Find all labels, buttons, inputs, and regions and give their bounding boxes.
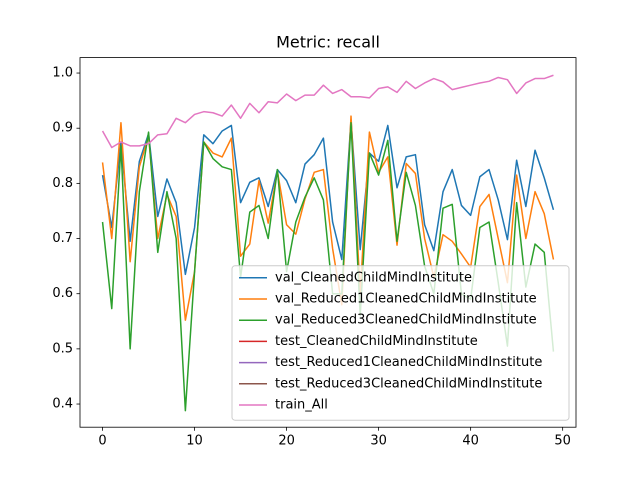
x-tick-label: 10	[186, 434, 203, 449]
legend-label: val_Reduced3CleanedChildMindInstitute	[275, 313, 537, 328]
legend-label: val_Reduced1CleanedChildMindInstitute	[275, 292, 537, 307]
plot-frame	[79, 57, 577, 428]
y-tick-label: 0.9	[52, 121, 73, 136]
x-tick-label: 40	[462, 434, 479, 449]
series-line	[101, 74, 554, 149]
y-tick-label: 1.0	[52, 66, 73, 81]
legend-label: val_CleanedChildMindInstitute	[275, 270, 472, 285]
series-line	[101, 119, 555, 276]
y-tick-label: 0.7	[52, 231, 73, 246]
y-tick-label: 0.4	[52, 397, 73, 412]
x-tick-label: 30	[370, 434, 387, 449]
legend-label: test_Reduced1CleanedChildMindInstitute	[275, 355, 542, 370]
x-tick-label: 0	[98, 434, 106, 449]
series-line	[101, 121, 555, 412]
x-tick-label: 20	[278, 434, 295, 449]
legend-label: test_Reduced3CleanedChildMindInstitute	[275, 376, 542, 391]
legend-box	[231, 265, 570, 421]
y-tick-label: 0.6	[52, 286, 73, 301]
series-line	[101, 115, 555, 321]
legend-label: test_CleanedChildMindInstitute	[275, 334, 478, 349]
legend: val_CleanedChildMindInstitute val_Reduced…	[231, 265, 570, 421]
legend-label: train_All	[275, 398, 328, 413]
x-tick-label: 50	[554, 434, 571, 449]
y-tick-label: 0.5	[52, 341, 73, 356]
chart-title: Metric: recall	[276, 33, 380, 52]
y-tick-label: 0.8	[52, 176, 73, 191]
